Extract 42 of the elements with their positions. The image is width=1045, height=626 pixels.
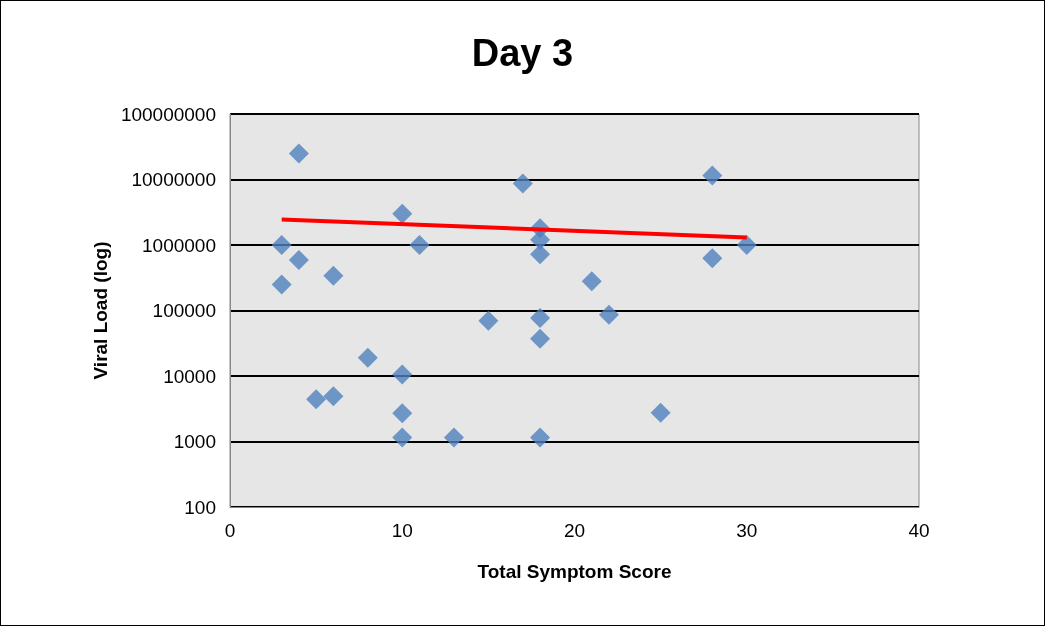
point bbox=[323, 265, 344, 286]
point bbox=[512, 173, 533, 194]
y-tick-label: 1000 bbox=[173, 431, 216, 452]
y-tick-label: 100000000 bbox=[120, 103, 216, 125]
point bbox=[702, 248, 723, 269]
point bbox=[323, 386, 344, 407]
point bbox=[598, 304, 619, 325]
point bbox=[530, 229, 551, 250]
x-tick-label: 0 bbox=[224, 520, 236, 541]
x-tick-label: 20 bbox=[563, 520, 586, 541]
x-tick-label: 10 bbox=[391, 520, 413, 541]
x-tick-label: 40 bbox=[908, 520, 930, 541]
point bbox=[271, 274, 292, 295]
point bbox=[288, 143, 309, 164]
point bbox=[357, 347, 378, 368]
point bbox=[392, 364, 413, 385]
point bbox=[530, 307, 551, 328]
point bbox=[392, 403, 413, 424]
y-tick-label: 100 bbox=[184, 496, 216, 518]
point bbox=[306, 389, 327, 410]
point bbox=[530, 328, 551, 349]
point bbox=[409, 235, 430, 255]
point bbox=[478, 310, 499, 331]
point bbox=[650, 402, 671, 423]
point bbox=[530, 244, 551, 265]
y-tick-label: 100000 bbox=[152, 300, 216, 321]
point bbox=[702, 165, 723, 186]
point bbox=[392, 203, 413, 224]
point bbox=[443, 427, 464, 448]
point bbox=[736, 235, 757, 255]
point bbox=[581, 271, 602, 292]
y-axis-title: Viral Load (log) bbox=[90, 241, 111, 380]
y-tick-label: 10000 bbox=[163, 365, 216, 387]
x-tick-label: 30 bbox=[736, 520, 758, 541]
y-tick-label: 10000000 bbox=[131, 169, 216, 190]
x-axis-title: Total Symptom Score bbox=[477, 561, 672, 582]
point bbox=[392, 427, 413, 448]
point bbox=[271, 235, 292, 255]
point bbox=[288, 250, 309, 271]
chart-title: Day 3 bbox=[471, 32, 574, 74]
point bbox=[530, 427, 551, 448]
y-tick-label: 1000000 bbox=[142, 234, 216, 256]
